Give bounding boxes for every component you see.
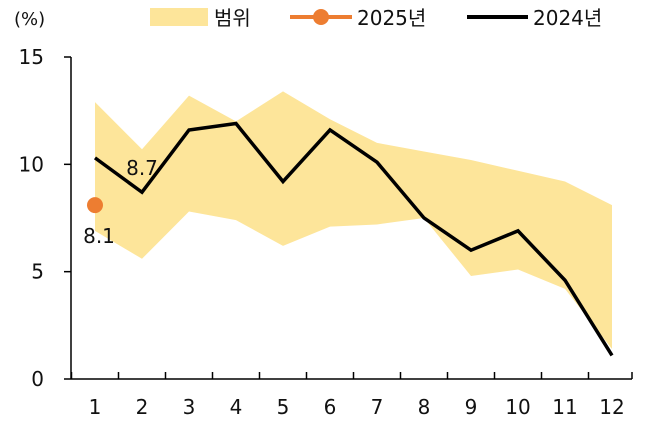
legend-swatch-band xyxy=(150,8,208,26)
y-tick-label: 15 xyxy=(19,45,44,69)
legend: 범위 2025년 2024년 xyxy=(150,6,602,30)
x-tick-label: 6 xyxy=(324,395,337,419)
x-tick-label: 1 xyxy=(89,395,102,419)
range-band-area xyxy=(95,91,612,349)
x-tick-label: 3 xyxy=(183,395,196,419)
x-tick-label: 10 xyxy=(505,395,530,419)
x-tick-label: 2 xyxy=(136,395,149,419)
series-2025-point xyxy=(87,197,103,214)
y-tick-label: 5 xyxy=(31,260,44,284)
series-2024-layer xyxy=(93,121,614,357)
data-labels: 8.7 8.1 xyxy=(83,156,158,248)
legend-label-band: 범위 xyxy=(214,6,251,30)
series-2024-line xyxy=(93,121,614,357)
y-tick-label: 0 xyxy=(31,367,44,391)
y-axis-unit-label: (%) xyxy=(14,9,45,30)
series-2025-layer xyxy=(87,197,103,214)
x-tick-label: 11 xyxy=(552,395,577,419)
data-label: 8.1 xyxy=(83,224,115,248)
data-label: 8.7 xyxy=(126,156,158,180)
x-tick-label: 12 xyxy=(599,395,624,419)
y-tick-label: 10 xyxy=(19,152,44,176)
legend-label-2025: 2025년 xyxy=(357,6,426,30)
x-tick-label: 9 xyxy=(465,395,478,419)
x-tick-label: 5 xyxy=(277,395,290,419)
legend-swatch-2025-marker xyxy=(313,9,329,25)
legend-label-2024: 2024년 xyxy=(533,6,602,30)
x-tick-label: 4 xyxy=(230,395,243,419)
x-tick-label: 7 xyxy=(371,395,384,419)
range-band-layer xyxy=(95,91,612,349)
x-tick-label: 8 xyxy=(418,395,431,419)
